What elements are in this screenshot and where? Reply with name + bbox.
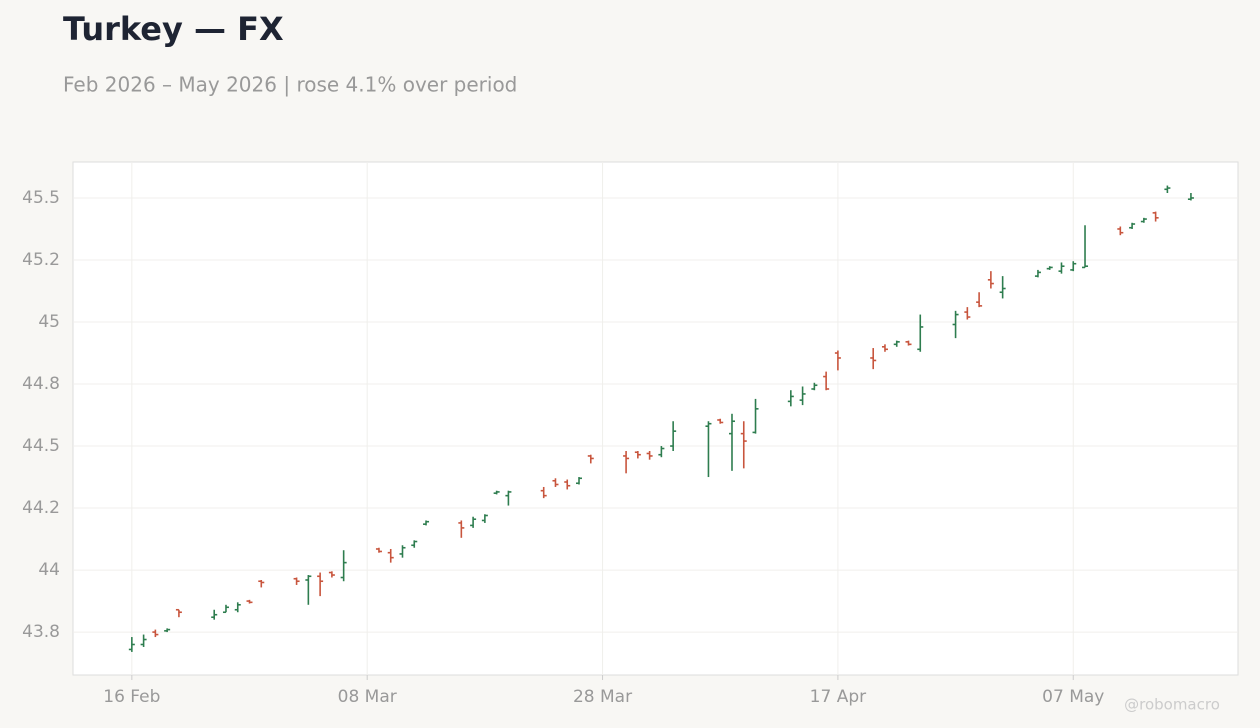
y-tick-label: 44.8	[22, 374, 60, 394]
y-tick-label: 45.5	[22, 188, 60, 208]
y-tick-label: 44.2	[22, 498, 60, 518]
x-tick-label: 16 Feb	[103, 687, 160, 707]
x-tick-label: 07 May	[1042, 687, 1104, 707]
chart-subtitle: Feb 2026 – May 2026 | rose 4.1% over per…	[63, 73, 517, 97]
y-tick-label: 44.5	[22, 436, 60, 456]
plot-area	[72, 161, 1239, 676]
y-tick-label: 43.8	[22, 622, 60, 642]
y-tick-label: 45	[38, 312, 60, 332]
y-tick-label: 45.2	[22, 250, 60, 270]
x-tick-label: 28 Mar	[573, 687, 632, 707]
watermark: @robomacro	[1124, 696, 1220, 714]
y-tick-label: 44	[38, 560, 60, 580]
x-tick-label: 17 Apr	[810, 687, 866, 707]
x-tick-label: 08 Mar	[338, 687, 397, 707]
chart-title: Turkey — FX	[63, 10, 284, 48]
